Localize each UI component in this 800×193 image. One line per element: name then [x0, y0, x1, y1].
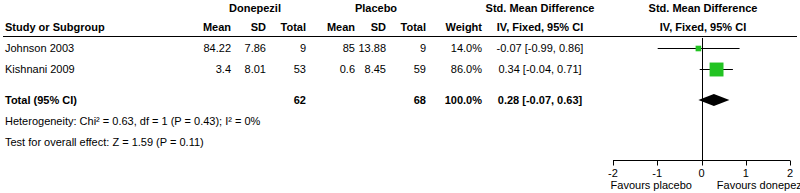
cell-total: 9: [420, 42, 426, 54]
x-tick-label: 1: [743, 167, 749, 179]
total-diamond: [698, 94, 729, 106]
cell-mean: 3.4: [216, 63, 231, 75]
cell-effect: -0.07 [-0.99, 0.86]: [497, 42, 584, 54]
x-tick: [657, 161, 658, 166]
cell-total: 68: [414, 94, 426, 106]
cell-mean: 85: [343, 42, 355, 54]
cell-total: 9: [300, 42, 306, 54]
cell-mean: 84.22: [203, 42, 231, 54]
cell-effect: 0.28 [-0.07, 0.63]: [498, 94, 583, 106]
cell-weight: 14.0%: [451, 42, 482, 54]
group-header: Donepezil: [229, 2, 281, 14]
x-tick: [613, 161, 614, 166]
study-name: Kishnani 2009: [5, 63, 75, 75]
column-header: Weight: [446, 21, 483, 33]
group-header: Std. Mean Difference: [649, 2, 758, 14]
plot-marks: [658, 46, 740, 106]
group-header: Placebo: [355, 2, 397, 14]
x-tick: [746, 161, 747, 166]
cell-mean: 0.6: [340, 63, 355, 75]
cell-weight: 100.0%: [445, 94, 483, 106]
forest-plot: Donepezil Placebo Std. Mean Difference Std.…: [0, 0, 800, 193]
column-header: IV, Fixed, 95% CI: [497, 21, 583, 33]
x-axis: [613, 160, 790, 161]
cell-sd: 7.86: [245, 42, 266, 54]
cell-total: 53: [294, 63, 306, 75]
favours-right: Favours donepezil: [717, 179, 800, 191]
total-name: Total (95% CI): [5, 94, 77, 106]
cell-weight: 86.0%: [451, 63, 482, 75]
cell-sd: 8.01: [245, 63, 266, 75]
cell-sd: 13.88: [358, 42, 386, 54]
column-header: Study or Subgroup: [5, 21, 105, 33]
x-tick-label: -2: [608, 167, 618, 179]
column-header: Total: [281, 21, 306, 33]
cell-effect: 0.34 [-0.04, 0.71]: [498, 63, 581, 75]
x-tick-label: 0: [698, 167, 704, 179]
x-tick: [702, 161, 703, 166]
column-header: Total: [401, 21, 426, 33]
x-tick: [790, 161, 791, 166]
column-header: Mean: [327, 21, 355, 33]
column-header: Mean: [203, 21, 231, 33]
effect-square: [710, 63, 724, 77]
cell-total: 59: [414, 63, 426, 75]
study-name: Johnson 2003: [5, 42, 74, 54]
cell-total: 62: [294, 94, 306, 106]
header-rule: [3, 36, 797, 37]
effect-square: [696, 46, 702, 52]
overall-effect-note: Test for overall effect: Z = 1.59 (P = 0…: [5, 136, 204, 148]
group-header: Std. Mean Difference: [486, 2, 595, 14]
x-tick-label: 2: [787, 167, 793, 179]
column-header: SD: [371, 21, 386, 33]
column-header: IV, Fixed, 95% CI: [660, 21, 746, 33]
heterogeneity-note: Heterogeneity: Chi² = 0.63, df = 1 (P = …: [5, 115, 261, 127]
cell-sd: 8.45: [365, 63, 386, 75]
x-tick-label: -1: [652, 167, 662, 179]
favours-left: Favours placebo: [611, 179, 692, 191]
column-header: SD: [251, 21, 266, 33]
